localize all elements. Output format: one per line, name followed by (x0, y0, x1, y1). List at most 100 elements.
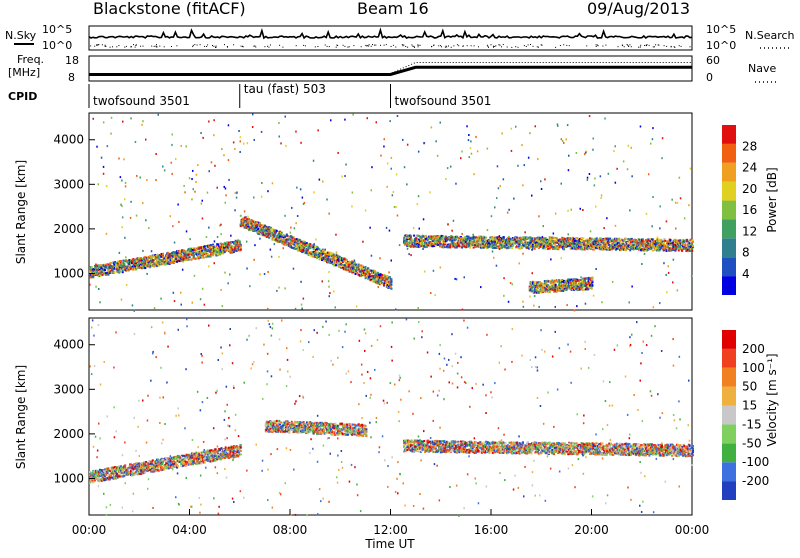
nsearch-point (124, 47, 125, 48)
echo-point (113, 271, 115, 273)
echo-point (230, 235, 232, 237)
echo-point (364, 274, 366, 276)
nsearch-point (530, 44, 531, 45)
echo-point (592, 281, 594, 283)
echo-point (204, 245, 206, 247)
echo-point (110, 262, 112, 264)
echo-point (575, 282, 577, 284)
echo-point (121, 180, 123, 182)
nsearch-point (646, 45, 647, 46)
nsearch-point (474, 45, 475, 46)
echo-point (685, 244, 687, 246)
nsearch-label: N.Search (745, 29, 795, 42)
echo-point (659, 302, 661, 304)
echo-point (516, 237, 518, 239)
nsearch-point (329, 46, 330, 47)
nsearch-point (653, 46, 654, 47)
echo-point (259, 223, 261, 225)
echo-point (499, 241, 501, 243)
echo-point (561, 138, 563, 140)
beam-title: Beam 16 (357, 0, 429, 18)
nsearch-point (417, 45, 418, 46)
freq-tick-bottom: 8 (68, 71, 75, 84)
nsearch-point (282, 47, 283, 48)
echo-point (532, 272, 534, 274)
echo-point (499, 248, 501, 250)
nsky-trace (89, 30, 692, 48)
nsearch-point (463, 45, 464, 46)
nsearch-point (494, 46, 495, 47)
echo-point (371, 166, 373, 168)
echo-point (365, 266, 367, 268)
echo-point (656, 243, 658, 245)
echo-point (543, 285, 545, 287)
nsearch-point (440, 45, 441, 46)
nsearch-point (467, 45, 468, 46)
echo-point (203, 257, 205, 259)
echo-point (217, 253, 219, 255)
echo-point (511, 247, 513, 249)
nsearch-point (194, 44, 195, 45)
nsearch-point (542, 45, 543, 46)
nsearch-point (105, 45, 106, 46)
echo-point (142, 120, 144, 122)
nsearch-point (361, 46, 362, 47)
nsearch-point (374, 45, 375, 46)
nsearch-point (679, 45, 680, 46)
echo-point (627, 242, 629, 244)
echo-point (435, 140, 437, 142)
nsearch-point (533, 46, 534, 47)
nsearch-point (143, 46, 144, 47)
echo-point (410, 235, 412, 237)
nsearch-point (598, 45, 599, 46)
nsearch-point (90, 45, 91, 46)
nsearch-point (566, 45, 567, 46)
nsearch-point (453, 45, 454, 46)
echo-point (525, 240, 527, 242)
nsearch-point (255, 47, 256, 48)
echo-point (625, 249, 627, 251)
nsearch-point (112, 46, 113, 47)
nsearch-point (393, 45, 394, 46)
freq-trace (89, 63, 692, 75)
nsearch-point (315, 46, 316, 47)
nsearch-point (515, 46, 516, 47)
echo-point (652, 250, 654, 252)
nsearch-point (391, 46, 392, 47)
nsearch-point (420, 45, 421, 46)
nsearch-point (213, 46, 214, 47)
nsearch-point (569, 45, 570, 46)
nsearch-point (369, 44, 370, 45)
nsearch-point (528, 44, 529, 45)
nsearch-point (156, 44, 157, 45)
nsearch-point (336, 45, 337, 46)
nsearch-point (224, 44, 225, 45)
echo-point (143, 265, 145, 267)
nsearch-point (344, 46, 345, 47)
nsearch-point (500, 45, 501, 46)
echo-point (122, 271, 124, 273)
echo-point (470, 147, 472, 149)
echo-point (120, 260, 122, 262)
nsearch-point (418, 46, 419, 47)
echo-point (240, 215, 242, 217)
echo-point (537, 158, 539, 160)
echo-point (663, 242, 665, 244)
echo-point (240, 249, 242, 251)
echo-point (291, 207, 293, 209)
nsearch-point (618, 46, 619, 47)
nsearch-point (602, 46, 603, 47)
echo-point (239, 241, 241, 243)
nsearch-point (402, 45, 403, 46)
echo-point (324, 251, 326, 253)
echo-point (691, 250, 693, 252)
nsearch-point (267, 46, 268, 47)
nsearch-point (538, 47, 539, 48)
echo-point (618, 238, 620, 240)
nsearch-tick-top: 10^5 (706, 23, 736, 36)
nsearch-point (526, 46, 527, 47)
echo-point (354, 262, 356, 264)
echo-point (369, 273, 371, 275)
echo-point (653, 306, 655, 308)
echo-point (449, 245, 451, 247)
